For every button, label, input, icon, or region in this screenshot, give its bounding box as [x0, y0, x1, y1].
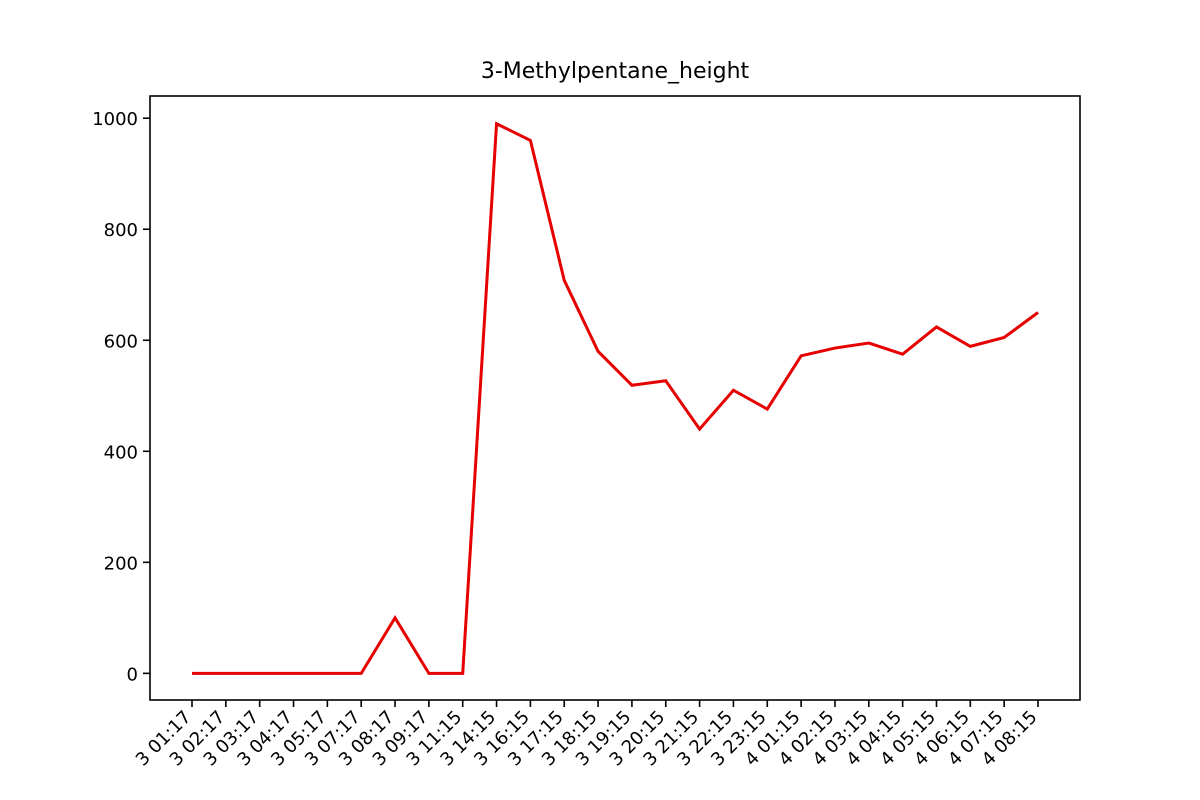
- y-tick-label: 200: [104, 553, 138, 574]
- y-axis: 0 200 400 600 800 1000: [92, 109, 150, 685]
- series-line: [192, 121, 1039, 675]
- axes-frame: [149, 95, 1081, 701]
- x-axis: 3 01:173 02:173 03:173 04:173 05:173 07:…: [132, 700, 1042, 770]
- y-tick-label: 600: [104, 331, 138, 352]
- y-tick-label: 1000: [92, 109, 138, 130]
- y-tick-label: 0: [127, 664, 138, 685]
- chart-title: 3-Methylpentane_height: [481, 59, 750, 84]
- y-tick-label: 800: [104, 220, 138, 241]
- y-tick-label: 400: [104, 442, 138, 463]
- plot-area: [192, 121, 1039, 675]
